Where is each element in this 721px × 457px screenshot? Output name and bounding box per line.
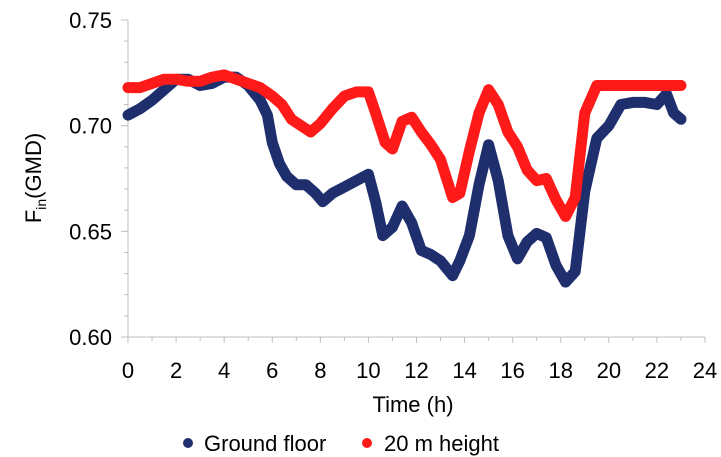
y-axis-title-tail: (GMD) bbox=[21, 133, 46, 199]
y-axis-title: Fin(GMD) bbox=[21, 133, 49, 223]
x-tick-label: 10 bbox=[356, 358, 380, 383]
x-tick-label: 14 bbox=[452, 358, 476, 383]
x-tick-label: 24 bbox=[693, 358, 717, 383]
labels: 0 2 4 6 8 10 12 14 16 18 20 22 240.600.650.700.75 bbox=[69, 8, 717, 383]
x-tick-label: 22 bbox=[645, 358, 669, 383]
x-axis-title: Time (h) bbox=[372, 392, 453, 417]
x-tick-label: 12 bbox=[404, 358, 428, 383]
legend: Ground floor 20 m height bbox=[183, 431, 499, 456]
axes bbox=[127, 20, 705, 338]
x-tick-label: 0 bbox=[122, 358, 134, 383]
y-axis-title-main: F bbox=[21, 210, 46, 223]
legend-marker-ground-floor bbox=[183, 438, 193, 448]
x-tick-label: 6 bbox=[266, 358, 278, 383]
series-line-ground-floor bbox=[122, 71, 687, 288]
series-line-20-m-height bbox=[122, 69, 687, 222]
x-tick-label: 20 bbox=[597, 358, 621, 383]
y-tick-label: 0.60 bbox=[69, 325, 112, 350]
legend-label-20m-height: 20 m height bbox=[384, 431, 499, 456]
y-tick-label: 0.70 bbox=[69, 114, 112, 139]
y-axis-title-subscript: in bbox=[33, 199, 49, 210]
series bbox=[122, 69, 687, 288]
y-tick-label: 0.75 bbox=[69, 8, 112, 33]
y-tick-label: 0.65 bbox=[69, 219, 112, 244]
x-tick-label: 8 bbox=[314, 358, 326, 383]
x-tick-label: 4 bbox=[218, 358, 230, 383]
ticks bbox=[121, 19, 706, 343]
x-tick-label: 16 bbox=[500, 358, 524, 383]
x-tick-label: 2 bbox=[170, 358, 182, 383]
legend-label-ground-floor: Ground floor bbox=[204, 431, 326, 456]
legend-marker-20m-height bbox=[362, 438, 372, 448]
x-tick-label: 18 bbox=[549, 358, 573, 383]
